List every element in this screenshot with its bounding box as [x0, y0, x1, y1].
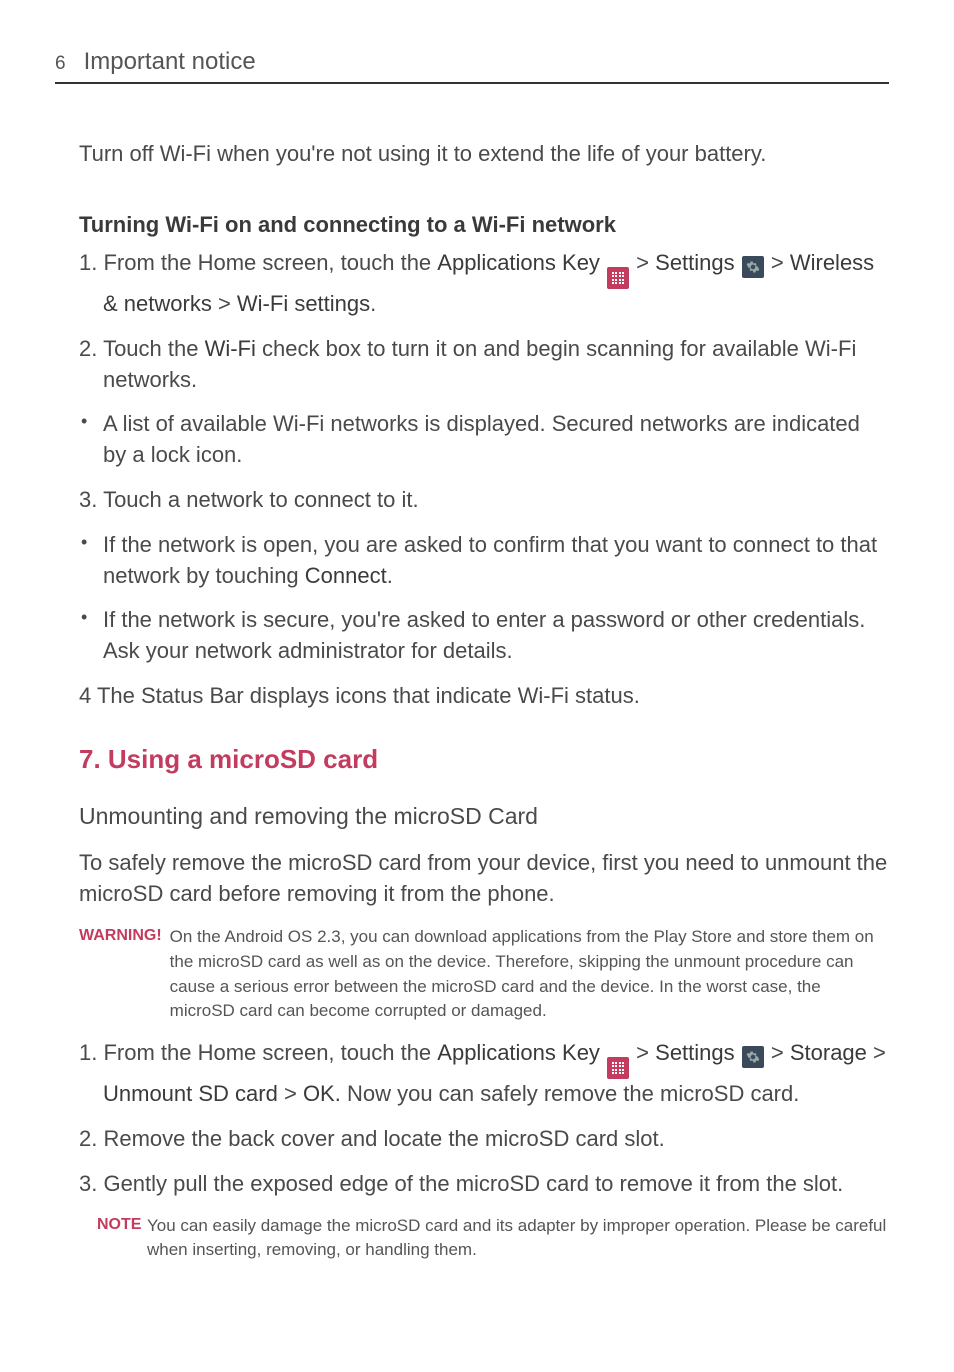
intro-paragraph: Turn off Wi-Fi when you're not using it …	[79, 139, 889, 170]
wifi-bullet-1: A list of available Wi-Fi networks is di…	[79, 409, 889, 471]
storage-label: Storage	[790, 1040, 867, 1065]
step-text: 2. Touch the	[79, 336, 205, 361]
bullet-text: If the network is open, you are asked to…	[103, 532, 877, 588]
warning-label: WARNING!	[79, 925, 162, 1024]
separator: >	[630, 1040, 655, 1065]
settings-label: Settings	[655, 250, 735, 275]
note-label: NOTE	[79, 1214, 139, 1263]
note-text: You can easily damage the microSD card a…	[147, 1214, 889, 1263]
wifi-step-2: 2. Touch the Wi-Fi check box to turn it …	[79, 334, 889, 396]
applications-key-label: Applications Key	[437, 250, 600, 275]
wifi-label: Wi-Fi	[205, 336, 256, 361]
separator: >	[765, 1040, 790, 1065]
separator: >	[212, 291, 237, 316]
separator: >	[630, 250, 655, 275]
microsd-subsection: Unmounting and removing the microSD Card	[79, 803, 889, 830]
warning-block: WARNING! On the Android OS 2.3, you can …	[79, 925, 889, 1024]
separator: >	[867, 1040, 886, 1065]
microsd-step-3: 3. Gently pull the exposed edge of the m…	[79, 1169, 889, 1200]
ok-label: OK.	[303, 1081, 341, 1106]
header-title: Important notice	[84, 48, 256, 76]
applications-key-icon	[607, 1057, 629, 1079]
applications-key-label: Applications Key	[437, 1040, 600, 1065]
microsd-intro: To safely remove the microSD card from y…	[79, 848, 889, 910]
wifi-step-1: 1. From the Home screen, touch the Appli…	[79, 248, 889, 320]
unmount-label: Unmount SD card	[103, 1081, 278, 1106]
page-header: 6 Important notice	[55, 48, 889, 84]
warning-text: On the Android OS 2.3, you can download …	[170, 925, 889, 1024]
settings-label: Settings	[655, 1040, 735, 1065]
wifi-bullet-2: If the network is open, you are asked to…	[79, 530, 889, 592]
note-block: NOTE You can easily damage the microSD c…	[79, 1214, 889, 1263]
separator: >	[765, 250, 790, 275]
step-text: 1. From the Home screen, touch the	[79, 1040, 437, 1065]
period: .	[387, 563, 393, 588]
connect-label: Connect	[305, 563, 387, 588]
microsd-step-1: 1. From the Home screen, touch the Appli…	[79, 1038, 889, 1110]
microsd-step-2: 2. Remove the back cover and locate the …	[79, 1124, 889, 1155]
step-text: 1. From the Home screen, touch the	[79, 250, 437, 275]
page-number: 6	[55, 53, 66, 75]
wifi-bullet-3: If the network is secure, you're asked t…	[79, 605, 889, 667]
wifi-settings-label: Wi-Fi settings	[237, 291, 370, 316]
wifi-step-3: 3. Touch a network to connect to it.	[79, 485, 889, 516]
separator: >	[278, 1081, 303, 1106]
page-content: Turn off Wi-Fi when you're not using it …	[55, 139, 889, 1263]
wifi-step-4: 4 The Status Bar displays icons that ind…	[79, 681, 889, 712]
wifi-subheading: Turning Wi-Fi on and connecting to a Wi-…	[79, 212, 889, 238]
settings-icon	[742, 1046, 764, 1068]
step-text: Now you can safely remove the microSD ca…	[341, 1081, 800, 1106]
microsd-section-title: 7. Using a microSD card	[79, 744, 889, 775]
applications-key-icon	[607, 267, 629, 289]
settings-icon	[742, 256, 764, 278]
period: .	[370, 291, 376, 316]
